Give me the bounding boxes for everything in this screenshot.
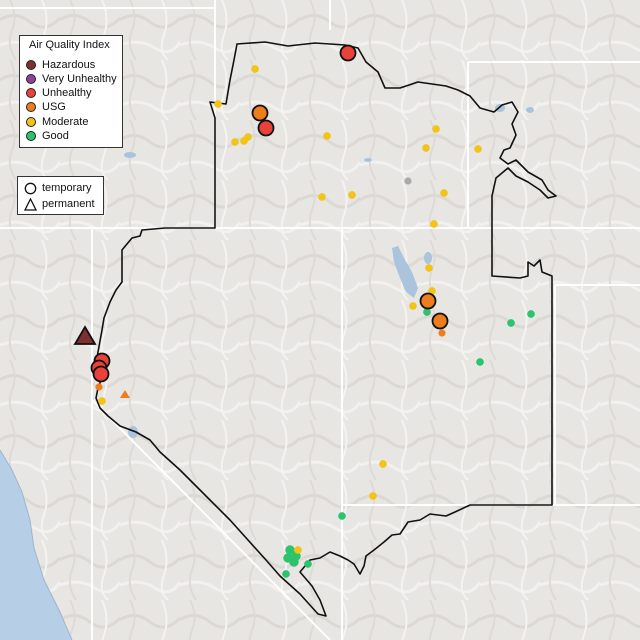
monitor-marker[interactable] [348, 191, 356, 199]
monitor-marker[interactable] [440, 189, 448, 197]
monitors-usg-small [95, 329, 446, 398]
legend-title: Air Quality Index [29, 39, 110, 51]
monitor-marker[interactable] [214, 100, 222, 108]
monitor-marker[interactable] [422, 144, 430, 152]
monitor-marker[interactable] [409, 302, 417, 310]
monitor-marker[interactable] [244, 133, 252, 141]
monitor-marker[interactable] [92, 365, 110, 383]
aqi-legend: Air Quality Index Hazardous Very Unhealt… [19, 35, 123, 148]
monitor-marker[interactable] [231, 138, 239, 146]
circle-icon [26, 88, 36, 98]
monitor-marker[interactable] [294, 546, 302, 554]
legend-item-very-unhealthy: Very Unhealthy [26, 72, 117, 86]
monitor-marker[interactable] [369, 492, 377, 500]
circle-icon [26, 60, 36, 70]
monitor-marker[interactable] [419, 292, 437, 310]
monitor-marker[interactable] [251, 65, 259, 73]
monitors-large [73, 44, 449, 383]
monitor-marker-no-data[interactable] [404, 177, 412, 185]
triangle-icon [24, 197, 37, 211]
monitor-marker[interactable] [338, 512, 346, 520]
monitor-type-legend: temporary permanent [17, 176, 104, 215]
legend-item-hazardous: Hazardous [26, 58, 95, 72]
monitor-marker[interactable] [304, 560, 312, 568]
lakes [124, 104, 534, 438]
monitor-marker[interactable] [98, 397, 106, 405]
ocean-coastline [0, 449, 73, 640]
monitor-marker[interactable] [425, 264, 433, 272]
monitor-marker[interactable] [430, 220, 438, 228]
legend-item-good: Good [26, 129, 69, 143]
ocean [0, 450, 72, 640]
monitor-marker[interactable] [438, 329, 446, 337]
circle-icon [24, 182, 37, 194]
legend-item-temporary: temporary [24, 181, 92, 195]
monitor-marker-permanent[interactable] [73, 325, 97, 345]
monitor-marker[interactable] [527, 310, 535, 318]
monitor-marker[interactable] [379, 460, 387, 468]
monitor-marker[interactable] [432, 125, 440, 133]
monitor-marker[interactable] [95, 383, 103, 391]
monitor-marker[interactable] [476, 358, 484, 366]
monitor-marker[interactable] [257, 119, 275, 137]
monitor-marker[interactable] [339, 44, 357, 62]
circle-icon [26, 74, 36, 84]
monitor-marker[interactable] [423, 308, 431, 316]
legend-item-usg: USG [26, 100, 66, 114]
legend-item-unhealthy: Unhealthy [26, 86, 92, 100]
circle-icon [26, 117, 36, 127]
legend-item-moderate: Moderate [26, 115, 88, 129]
monitor-marker[interactable] [431, 312, 449, 330]
monitor-marker[interactable] [474, 145, 482, 153]
circle-icon [26, 102, 36, 112]
monitor-marker[interactable] [251, 104, 269, 122]
monitor-marker[interactable] [289, 557, 299, 567]
monitors-moderate [98, 65, 482, 554]
monitor-marker[interactable] [282, 570, 290, 578]
legend-item-permanent: permanent [24, 197, 95, 211]
circle-icon [26, 131, 36, 141]
monitor-marker[interactable] [323, 132, 331, 140]
monitor-marker[interactable] [507, 319, 515, 327]
monitor-marker-permanent[interactable] [120, 390, 130, 398]
monitor-marker[interactable] [318, 193, 326, 201]
